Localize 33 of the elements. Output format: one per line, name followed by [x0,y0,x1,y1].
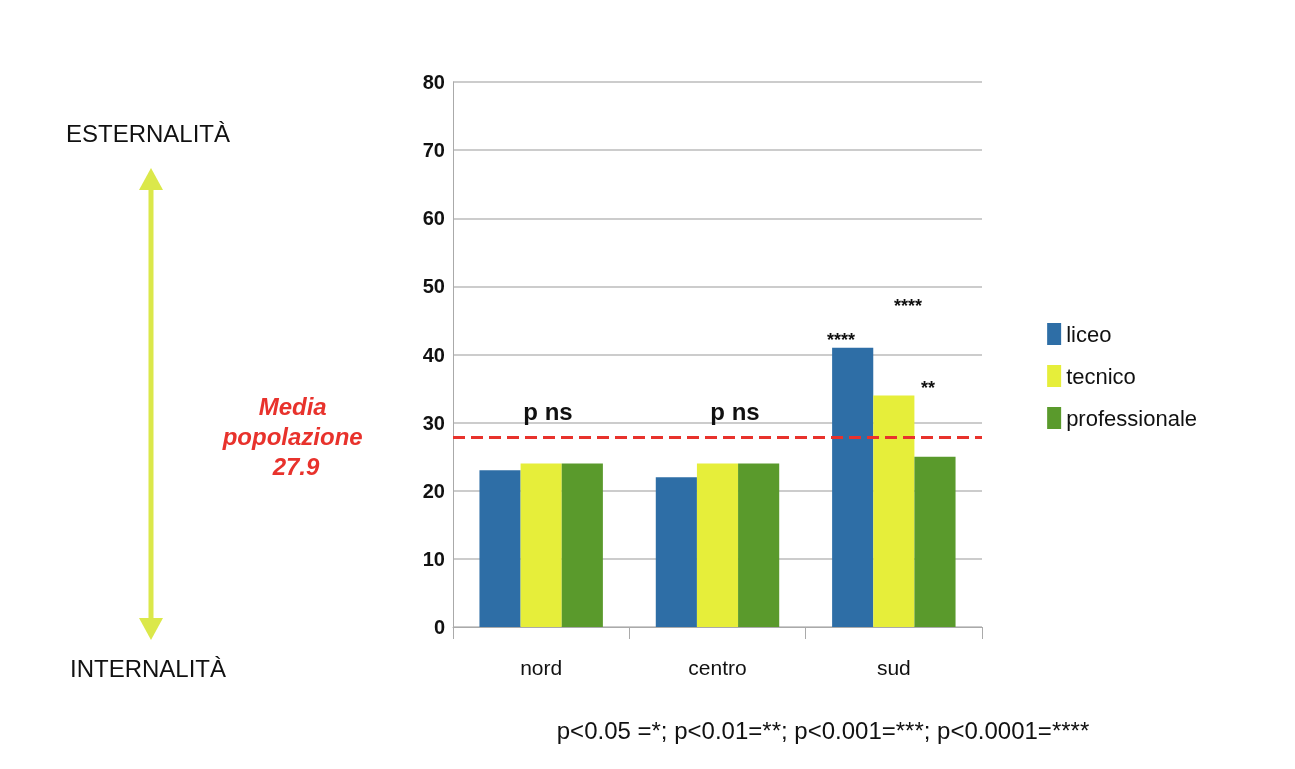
y-tick-label: 40 [422,343,445,366]
legend-label: tecnico [1066,363,1136,389]
annotation: p ns [523,397,573,425]
text: p<0.05 =*; p<0.01=**; p<0.001=***; p<0.0001=**** [556,716,1090,744]
bar [479,470,521,627]
bar [873,395,915,627]
y-tick-label: 10 [422,547,445,570]
x-tick-label: centro [688,656,747,679]
text: INTERNALITÀ [69,654,227,682]
x-tick-label: sud [876,656,911,679]
y-tick-label: 80 [422,71,445,93]
y-tick-label: 0 [433,616,445,638]
y-tick-label: 70 [422,139,445,162]
bar [696,463,739,627]
bar [738,463,780,627]
x-tick-label: nord [520,656,563,679]
bar [520,463,562,627]
y-tick-label: 30 [422,411,445,434]
annotation: **** [893,296,923,316]
bar [832,347,874,627]
annotation: p ns [710,397,760,425]
annotation: ** [920,378,936,398]
y-tick-label: 50 [422,275,445,298]
annotation: **** [826,330,856,350]
bar [914,456,956,627]
bar [655,477,697,627]
text: ESTERNALITÀ [65,119,231,147]
bar [561,463,603,627]
ref-line-label: Media popolazione 27.9 [221,393,370,481]
y-tick-label: 20 [422,479,445,502]
legend-label: liceo [1066,321,1112,347]
y-tick-label: 60 [422,207,445,230]
legend-label: professionale [1066,405,1198,431]
